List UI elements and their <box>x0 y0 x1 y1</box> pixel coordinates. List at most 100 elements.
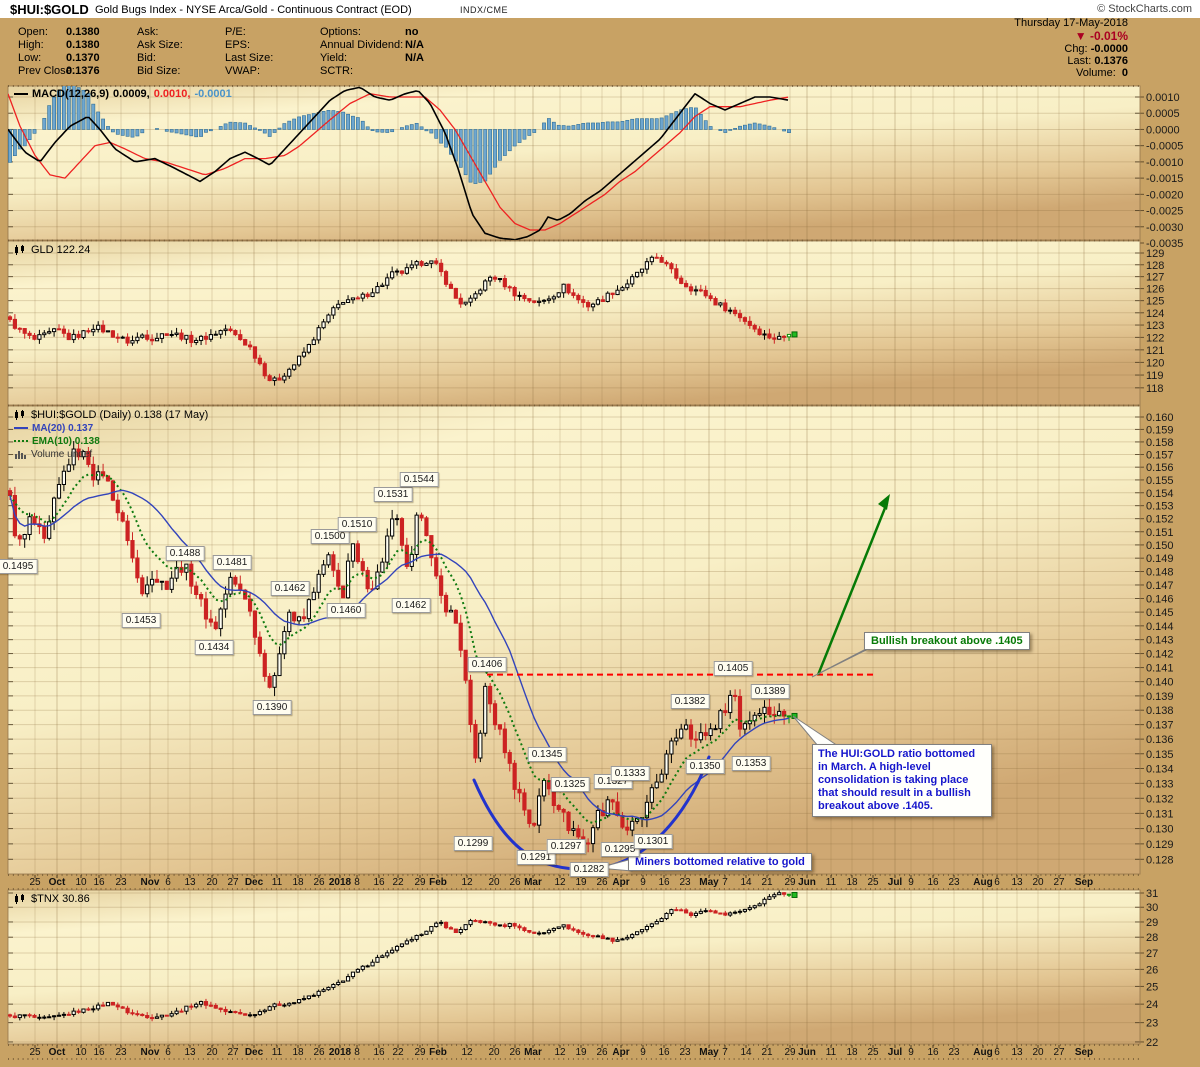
svg-text:18: 18 <box>292 1047 304 1058</box>
svg-text:21: 21 <box>761 877 773 888</box>
svg-text:16: 16 <box>373 877 385 888</box>
date-axis: 25 Oct 10 16 23 Nov 6 13 20 27 Dec 11 18 26 2018 8 16 22 2… <box>29 875 1093 888</box>
svg-text:0.152: 0.152 <box>1146 514 1174 526</box>
svg-text:0.131: 0.131 <box>1146 808 1174 820</box>
svg-text:29: 29 <box>414 1047 426 1058</box>
symbol-description: Gold Bugs Index - NYSE Arca/Gold - Conti… <box>95 4 412 16</box>
svg-text:29: 29 <box>784 1047 796 1058</box>
svg-text:20: 20 <box>488 1047 500 1058</box>
svg-text:0.142: 0.142 <box>1146 649 1174 661</box>
svg-text:0.0000: 0.0000 <box>1146 124 1180 136</box>
svg-text:23: 23 <box>115 1047 127 1058</box>
svg-text:-0.0010: -0.0010 <box>1146 157 1183 169</box>
svg-text:0.149: 0.149 <box>1146 553 1174 565</box>
svg-text:0.145: 0.145 <box>1146 607 1174 619</box>
svg-text:0.133: 0.133 <box>1146 778 1174 790</box>
price-label: 0.1350 <box>685 759 725 774</box>
price-label: 0.1531 <box>373 487 413 502</box>
svg-text:-0.0005: -0.0005 <box>1146 141 1183 153</box>
svg-text:124: 124 <box>1146 308 1164 320</box>
svg-text:16: 16 <box>658 877 670 888</box>
price-label: 0.1495 <box>0 559 38 574</box>
price-label: 0.1282 <box>569 862 609 877</box>
svg-text:6: 6 <box>165 1047 171 1058</box>
main-panel-candles <box>8 441 798 854</box>
svg-text:12: 12 <box>461 877 473 888</box>
svg-text:0.140: 0.140 <box>1146 677 1174 689</box>
svg-text:16: 16 <box>927 1047 939 1058</box>
svg-text:27: 27 <box>227 1047 239 1058</box>
svg-text:16: 16 <box>927 877 939 888</box>
consolidation-callout: The HUI:GOLD ratio bottomed in March. A … <box>812 744 992 817</box>
svg-text:23: 23 <box>1146 1018 1158 1030</box>
svg-text:Jun: Jun <box>798 1047 816 1058</box>
svg-text:9: 9 <box>640 877 646 888</box>
svg-text:27: 27 <box>1146 948 1158 960</box>
svg-text:26: 26 <box>313 877 325 888</box>
svg-text:0.147: 0.147 <box>1146 580 1174 592</box>
svg-text:Apr: Apr <box>612 1047 629 1058</box>
svg-text:9: 9 <box>640 1047 646 1058</box>
macd-series <box>8 86 791 240</box>
price-label: 0.1500 <box>310 529 350 544</box>
price-label: 0.1295 <box>600 842 640 857</box>
price-label: 0.1460 <box>326 603 366 618</box>
svg-text:12: 12 <box>461 1047 473 1058</box>
svg-text:12: 12 <box>554 877 566 888</box>
svg-text:16: 16 <box>373 1047 385 1058</box>
svg-text:0.160: 0.160 <box>1146 412 1174 424</box>
svg-text:-0.0020: -0.0020 <box>1146 189 1183 201</box>
svg-text:Mar: Mar <box>524 877 542 888</box>
svg-text:Dec: Dec <box>245 1047 264 1058</box>
svg-text:0.141: 0.141 <box>1146 663 1174 675</box>
breakout-callout: Bullish breakout above .1405 <box>864 632 1030 650</box>
svg-text:23: 23 <box>115 877 127 888</box>
svg-text:22: 22 <box>392 877 404 888</box>
price-label: 0.1453 <box>121 613 161 628</box>
svg-text:25: 25 <box>1146 981 1158 993</box>
svg-text:Apr: Apr <box>612 877 629 888</box>
svg-text:29: 29 <box>784 877 796 888</box>
svg-text:29: 29 <box>1146 917 1158 929</box>
svg-text:13: 13 <box>184 877 196 888</box>
svg-text:0.146: 0.146 <box>1146 593 1174 605</box>
tnx-panel-candles <box>8 890 798 1022</box>
price-label: 0.1544 <box>399 472 439 487</box>
title-bar: $HUI:$GOLD Gold Bugs Index - NYSE Arca/G… <box>0 0 1200 18</box>
svg-text:9: 9 <box>908 877 914 888</box>
svg-text:22: 22 <box>1146 1037 1158 1049</box>
svg-text:28: 28 <box>1146 932 1158 944</box>
svg-text:13: 13 <box>1011 1047 1023 1058</box>
svg-text:10: 10 <box>75 1047 87 1058</box>
svg-text:27: 27 <box>1053 877 1065 888</box>
svg-text:0.154: 0.154 <box>1146 488 1174 500</box>
price-label: 0.1345 <box>527 747 567 762</box>
macd-panel: 0.0010 0.0005 0.0000 -0.0005 -0.0010 -0.0015 -… <box>7 85 1183 250</box>
svg-text:Oct: Oct <box>49 1047 66 1058</box>
svg-text:25: 25 <box>29 877 41 888</box>
copyright-link[interactable]: © StockCharts.com <box>1097 3 1192 15</box>
svg-text:129: 129 <box>1146 248 1164 260</box>
svg-text:20: 20 <box>488 877 500 888</box>
price-label: 0.1488 <box>165 546 205 561</box>
svg-text:127: 127 <box>1146 272 1164 284</box>
svg-text:18: 18 <box>846 877 858 888</box>
svg-text:23: 23 <box>679 1047 691 1058</box>
svg-text:Nov: Nov <box>141 1047 160 1058</box>
svg-text:-0.0035: -0.0035 <box>1146 238 1183 250</box>
svg-text:-0.0015: -0.0015 <box>1146 173 1183 185</box>
svg-text:25: 25 <box>867 877 879 888</box>
svg-text:18: 18 <box>846 1047 858 1058</box>
svg-text:20: 20 <box>206 877 218 888</box>
svg-text:27: 27 <box>1053 1047 1065 1058</box>
svg-text:122: 122 <box>1146 332 1164 344</box>
svg-text:0.139: 0.139 <box>1146 691 1174 703</box>
exchange-label: INDX/CME <box>460 5 509 15</box>
svg-text:26: 26 <box>509 1047 521 1058</box>
svg-text:22: 22 <box>392 1047 404 1058</box>
svg-text:-0.0025: -0.0025 <box>1146 206 1183 218</box>
svg-text:8: 8 <box>354 877 360 888</box>
svg-text:20: 20 <box>1032 877 1044 888</box>
svg-text:Sep: Sep <box>1075 1047 1093 1058</box>
svg-text:16: 16 <box>93 1047 105 1058</box>
